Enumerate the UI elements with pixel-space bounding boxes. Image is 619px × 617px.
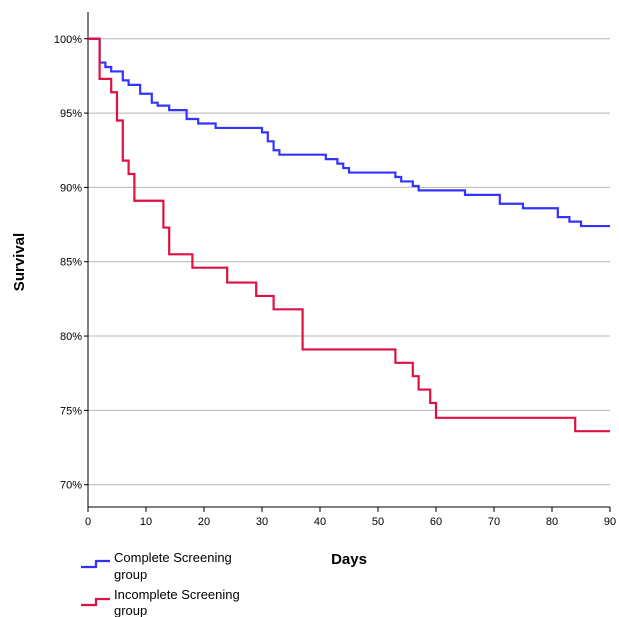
x-tick-label: 0 [85, 516, 91, 528]
x-tick-label: 70 [488, 516, 500, 528]
legend-label-complete-line2: group [114, 567, 147, 582]
legend-item-incomplete: Incomplete Screening group [81, 587, 240, 617]
x-tick-label: 60 [430, 516, 442, 528]
x-tick-label: 30 [256, 516, 268, 528]
y-tick-label: 85% [60, 257, 82, 269]
x-tick-label: 90 [604, 516, 616, 528]
legend-label-incomplete-line1: Incomplete Screening [114, 587, 240, 602]
legend-swatch-complete [81, 559, 110, 569]
y-axis-title: Survival [11, 233, 28, 291]
axes-layer [87, 12, 610, 508]
legend: Complete Screening group Incomplete Scre… [81, 550, 240, 617]
y-tick-label: 75% [60, 405, 82, 417]
series-line-complete [88, 37, 610, 228]
legend-swatch-incomplete [81, 597, 110, 607]
legend-item-complete: Complete Screening group [81, 550, 232, 582]
ticks-layer: 70% 75% 80% 85% 90% 95% 100% 0 10 20 30 40 50 60 70 80 9… [54, 34, 616, 528]
legend-label-incomplete-line2: group [114, 603, 147, 617]
grid-layer [88, 38, 610, 486]
y-tick-label: 100% [54, 34, 82, 46]
x-tick-label: 80 [546, 516, 558, 528]
y-tick-label: 90% [60, 182, 82, 194]
x-tick-label: 10 [140, 516, 152, 528]
y-tick-label: 70% [60, 480, 82, 492]
y-tick-label: 95% [60, 108, 82, 120]
series-line-incomplete [88, 37, 610, 433]
series-layer [88, 37, 610, 433]
x-tick-label: 50 [372, 516, 384, 528]
y-tick-label: 80% [60, 331, 82, 343]
x-tick-label: 20 [198, 516, 210, 528]
x-tick-label: 40 [314, 516, 326, 528]
legend-label-complete-line1: Complete Screening [114, 550, 232, 565]
x-axis-title: Days [331, 551, 367, 568]
